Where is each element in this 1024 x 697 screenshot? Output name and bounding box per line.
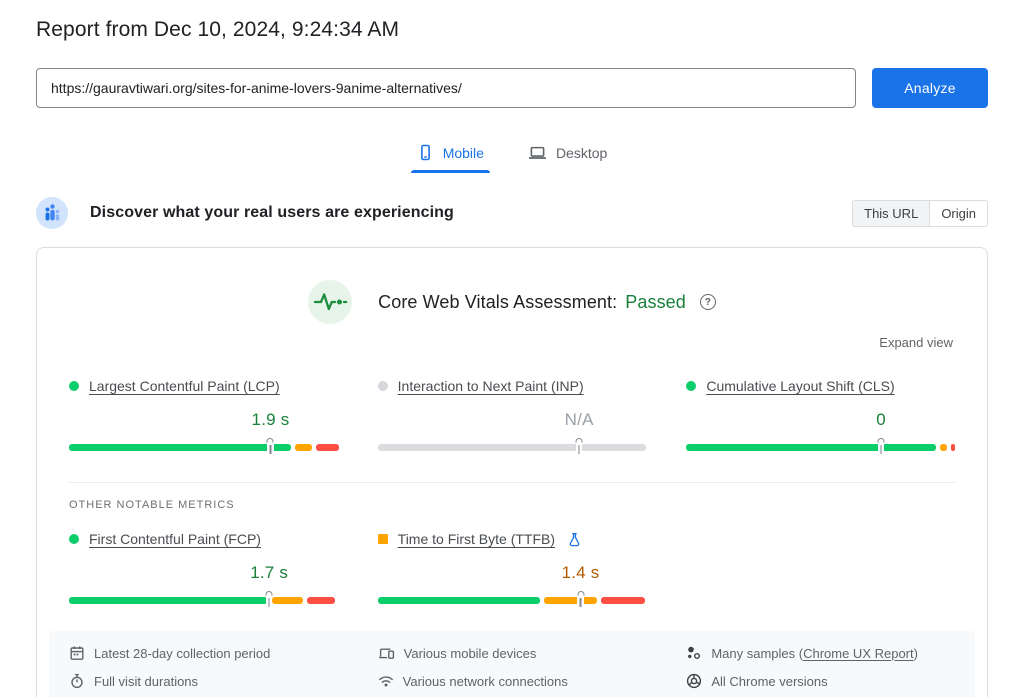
tab-desktop-label: Desktop <box>555 144 608 161</box>
expand-view-link[interactable]: Expand view <box>879 335 953 350</box>
visit-durations-item: Full visit durations <box>69 673 338 689</box>
fcp-bar <box>69 597 338 604</box>
devices-icon <box>378 645 395 661</box>
field-data-heading: Discover what your real users are experi… <box>90 204 454 221</box>
fcp-status-dot <box>69 534 79 544</box>
chrome-icon <box>686 673 702 689</box>
ttfb-distribution-chart: 1.4 s <box>377 549 647 607</box>
samples-label-prefix: Many samples ( <box>711 645 804 661</box>
url-bar: Analyze <box>36 68 988 108</box>
network-connections-item: Various network connections <box>378 673 647 689</box>
section-divider <box>69 482 955 483</box>
fcp-p75-marker <box>265 591 273 607</box>
lcp-link[interactable]: Largest Contentful Paint (LCP) <box>89 378 280 394</box>
ttfb-status-square <box>377 534 388 544</box>
wifi-icon <box>378 673 394 689</box>
help-icon[interactable]: ? <box>699 294 716 310</box>
visit-durations-label: Full visit durations <box>94 673 199 689</box>
samples-dots-icon <box>686 645 702 661</box>
cls-distribution-chart: 0 <box>686 396 955 454</box>
device-tabs: Mobile Desktop <box>36 138 988 173</box>
ttfb-value: 1.4 s <box>561 563 600 582</box>
cwv-assessment-prefix: Core Web Vitals Assessment: <box>378 291 618 312</box>
other-metrics-row: First Contentful Paint (FCP) 1.7 s Time … <box>37 531 987 607</box>
other-metrics-label: OTHER NOTABLE METRICS <box>69 499 235 511</box>
cwv-pulse-icon <box>308 280 353 324</box>
lcp-bar <box>69 444 339 451</box>
core-metrics-row: Largest Contentful Paint (LCP) 1.9 s Int… <box>37 378 987 454</box>
collection-period-label: Latest 28-day collection period <box>94 645 271 661</box>
inp-bar <box>377 444 647 451</box>
cls-value: 0 <box>876 410 886 429</box>
samples-label-suffix: ) <box>913 645 918 661</box>
fcp-link[interactable]: First Contentful Paint (FCP) <box>89 531 261 547</box>
scope-origin-button[interactable]: Origin <box>930 200 987 226</box>
ttfb-link[interactable]: Time to First Byte (TTFB) <box>397 531 556 547</box>
samples-item: Many samples (Chrome UX Report) <box>686 645 955 661</box>
stopwatch-icon <box>69 673 85 689</box>
cls-link[interactable]: Cumulative Layout Shift (CLS) <box>706 378 895 394</box>
inp-value: N/A <box>564 410 594 429</box>
metric-cls: Cumulative Layout Shift (CLS) 0 <box>686 378 955 454</box>
mobile-devices-item: Various mobile devices <box>378 645 647 661</box>
cwv-assessment-text: Core Web Vitals Assessment: Passed ? <box>378 292 716 313</box>
chrome-versions-label: All Chrome versions <box>711 673 828 689</box>
samples-label: Many samples (Chrome UX Report) <box>711 646 918 661</box>
tab-mobile-label: Mobile <box>442 144 484 161</box>
report-title: Report from Dec 10, 2024, 9:24:34 AM <box>36 18 400 41</box>
crux-report-link[interactable]: Chrome UX Report <box>803 645 914 661</box>
expand-view-row: Expand view <box>37 334 987 352</box>
fcp-distribution-chart: 1.7 s <box>69 549 338 607</box>
metric-inp: Interaction to Next Paint (INP) N/A <box>377 378 647 454</box>
analyze-button[interactable]: Analyze <box>872 68 988 108</box>
collection-info-footer: Latest 28-day collection period Full vis… <box>49 631 975 697</box>
cls-status-dot <box>686 381 697 391</box>
cwv-assessment-result: Passed <box>625 291 686 312</box>
metric-ttfb: Time to First Byte (TTFB) 1.4 s <box>377 531 647 607</box>
cls-bar <box>686 444 955 451</box>
url-input[interactable] <box>36 68 856 108</box>
lcp-p75-marker <box>266 438 274 454</box>
tab-desktop[interactable]: Desktop <box>518 138 617 173</box>
metric-lcp: Largest Contentful Paint (LCP) 1.9 s <box>69 378 339 454</box>
network-connections-label: Various network connections <box>402 673 568 689</box>
inp-distribution-chart: N/A <box>377 396 647 454</box>
collection-period-item: Latest 28-day collection period <box>69 645 338 661</box>
experimental-flask-icon[interactable] <box>567 532 582 547</box>
smartphone-icon <box>417 144 434 161</box>
field-data-header: Discover what your real users are experi… <box>36 197 988 229</box>
calendar-icon <box>69 645 85 661</box>
cwv-assessment-header: Core Web Vitals Assessment: Passed ? <box>37 280 987 324</box>
lcp-distribution-chart: 1.9 s <box>69 396 339 454</box>
cls-p75-marker <box>877 438 885 454</box>
scope-this-url-button[interactable]: This URL <box>853 200 931 226</box>
lcp-value: 1.9 s <box>251 410 290 429</box>
chrome-versions-item: All Chrome versions <box>686 673 955 689</box>
metric-fcp: First Contentful Paint (FCP) 1.7 s <box>69 531 338 607</box>
inp-link[interactable]: Interaction to Next Paint (INP) <box>397 378 584 394</box>
ttfb-bar <box>377 597 647 604</box>
scope-toggle: This URL Origin <box>852 199 988 227</box>
real-users-icon <box>36 197 68 229</box>
ttfb-p75-marker <box>577 591 584 607</box>
inp-status-dot <box>377 381 388 391</box>
field-data-card: Core Web Vitals Assessment: Passed ? Exp… <box>36 247 988 697</box>
fcp-value: 1.7 s <box>250 563 289 582</box>
mobile-devices-label: Various mobile devices <box>403 645 537 661</box>
inp-p75-marker <box>575 438 583 454</box>
laptop-icon <box>528 144 547 161</box>
tab-mobile[interactable]: Mobile <box>407 138 494 173</box>
lcp-status-dot <box>69 381 79 391</box>
